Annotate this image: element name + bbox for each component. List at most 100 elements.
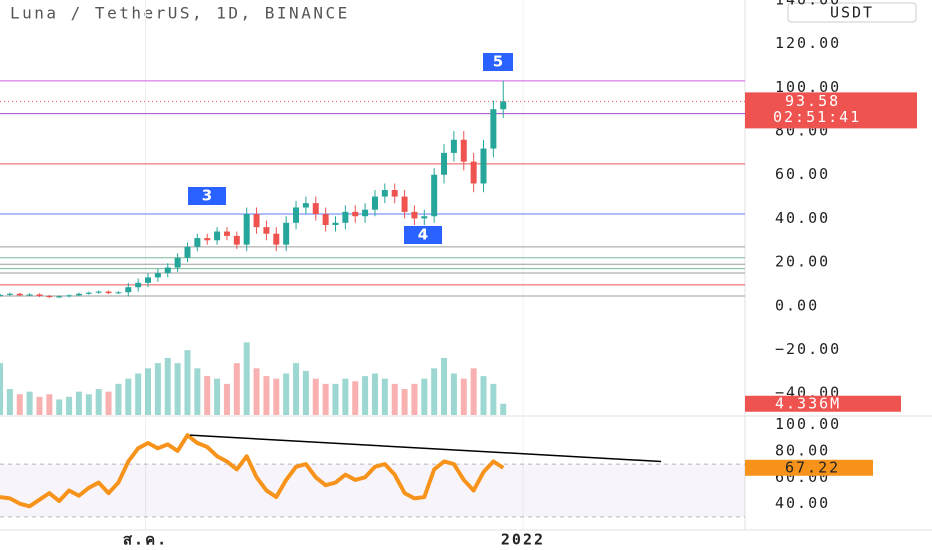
volume-bar xyxy=(322,383,329,415)
volume-bar xyxy=(135,373,142,415)
candle-body xyxy=(243,214,250,245)
candle-body xyxy=(105,291,112,294)
volume-bar xyxy=(450,373,457,415)
volume-bar xyxy=(253,368,260,415)
volume-bar xyxy=(214,378,221,415)
volume-box xyxy=(745,395,901,412)
candle-body xyxy=(371,196,378,210)
volume-bar xyxy=(184,350,191,415)
wave-box xyxy=(404,226,442,244)
volume-bar xyxy=(302,370,309,415)
volume-bar xyxy=(283,373,290,415)
wave-label: 3 xyxy=(202,187,212,205)
candle-body xyxy=(302,203,309,208)
candle-body xyxy=(332,222,339,225)
volume-bar xyxy=(223,383,230,415)
volume-bar xyxy=(381,378,388,415)
volume-bar xyxy=(411,383,418,415)
rsi-box xyxy=(745,459,873,476)
volume-bar xyxy=(6,389,13,415)
candle-body xyxy=(480,148,487,184)
candle-body xyxy=(16,293,23,296)
candle-body xyxy=(460,139,467,162)
countdown-label: 02:51:41 xyxy=(773,108,861,126)
volume-bar xyxy=(154,363,161,415)
candle-body xyxy=(233,235,240,245)
candle-body xyxy=(441,152,448,175)
y-tick-label: 120.00 xyxy=(775,34,841,52)
candle-body xyxy=(46,295,53,298)
wave-label: 4 xyxy=(418,226,428,244)
candle-body xyxy=(0,294,3,296)
volume-bar xyxy=(371,373,378,415)
candle-body xyxy=(56,296,63,298)
volume-bar xyxy=(174,363,181,415)
volume-bar xyxy=(194,368,201,415)
candle-body xyxy=(421,216,428,219)
volume-bar xyxy=(95,389,102,415)
wave-box xyxy=(483,53,513,71)
x-tick-label: ส.ค. xyxy=(123,531,168,549)
volume-bar xyxy=(0,363,3,415)
candle-body xyxy=(204,238,211,241)
candle-body xyxy=(263,227,270,234)
y-tick-label: 140.00 xyxy=(775,0,841,9)
volume-bar xyxy=(362,376,369,415)
candle-body xyxy=(362,209,369,217)
candle-body xyxy=(194,238,201,247)
candle-body xyxy=(95,291,102,293)
volume-bar xyxy=(204,376,211,415)
volume-bar xyxy=(421,378,428,415)
volume-bar xyxy=(470,368,477,415)
volume-bar xyxy=(500,403,507,415)
volume-bar xyxy=(85,394,92,415)
candle-body xyxy=(6,293,13,295)
volume-bar xyxy=(243,342,250,415)
y-tick-label: 40.00 xyxy=(775,494,830,512)
candle-body xyxy=(115,292,122,294)
y-tick-label: −20.00 xyxy=(775,340,841,358)
volume-bar xyxy=(263,376,270,415)
y-tick-label: 40.00 xyxy=(775,209,830,227)
volume-bar xyxy=(352,381,359,415)
candle-body xyxy=(273,233,280,245)
y-tick-label: 80.00 xyxy=(775,441,830,459)
candle-body xyxy=(322,214,329,225)
y-tick-label: 100.00 xyxy=(775,78,841,96)
last-price-label: 93.58 xyxy=(785,92,840,110)
volume-bar xyxy=(460,378,467,415)
candle-body xyxy=(401,196,408,212)
candle-body xyxy=(470,161,477,184)
volume-bar xyxy=(233,363,240,415)
volume-bar xyxy=(125,378,132,415)
rsi-line xyxy=(0,433,505,509)
candle-body xyxy=(154,273,161,278)
volume-bar xyxy=(332,383,339,415)
volume-bar xyxy=(46,394,53,415)
candle-body xyxy=(381,190,388,197)
candle-body xyxy=(411,211,418,219)
volume-bar xyxy=(66,396,73,415)
wave-box xyxy=(188,187,226,205)
candle-body xyxy=(26,294,33,296)
candle-body xyxy=(75,293,82,296)
unit-label: USDT xyxy=(830,4,874,22)
volume-bar xyxy=(115,383,122,415)
candle-body xyxy=(223,231,230,236)
volume-bar xyxy=(26,391,33,415)
rsi-label: 67.22 xyxy=(785,458,840,476)
candle-body xyxy=(283,222,290,245)
y-tick-label: 60.00 xyxy=(775,165,830,183)
volume-bar xyxy=(441,357,448,415)
y-tick-label: 100.00 xyxy=(775,415,841,433)
candle-body xyxy=(500,101,507,110)
candle-body xyxy=(490,109,497,149)
candle-body xyxy=(85,292,92,294)
volume-label: 4.336M xyxy=(775,394,841,412)
volume-bar xyxy=(391,383,398,415)
volume-bar xyxy=(312,378,319,415)
candle-body xyxy=(164,267,171,274)
candle-body xyxy=(431,174,438,217)
